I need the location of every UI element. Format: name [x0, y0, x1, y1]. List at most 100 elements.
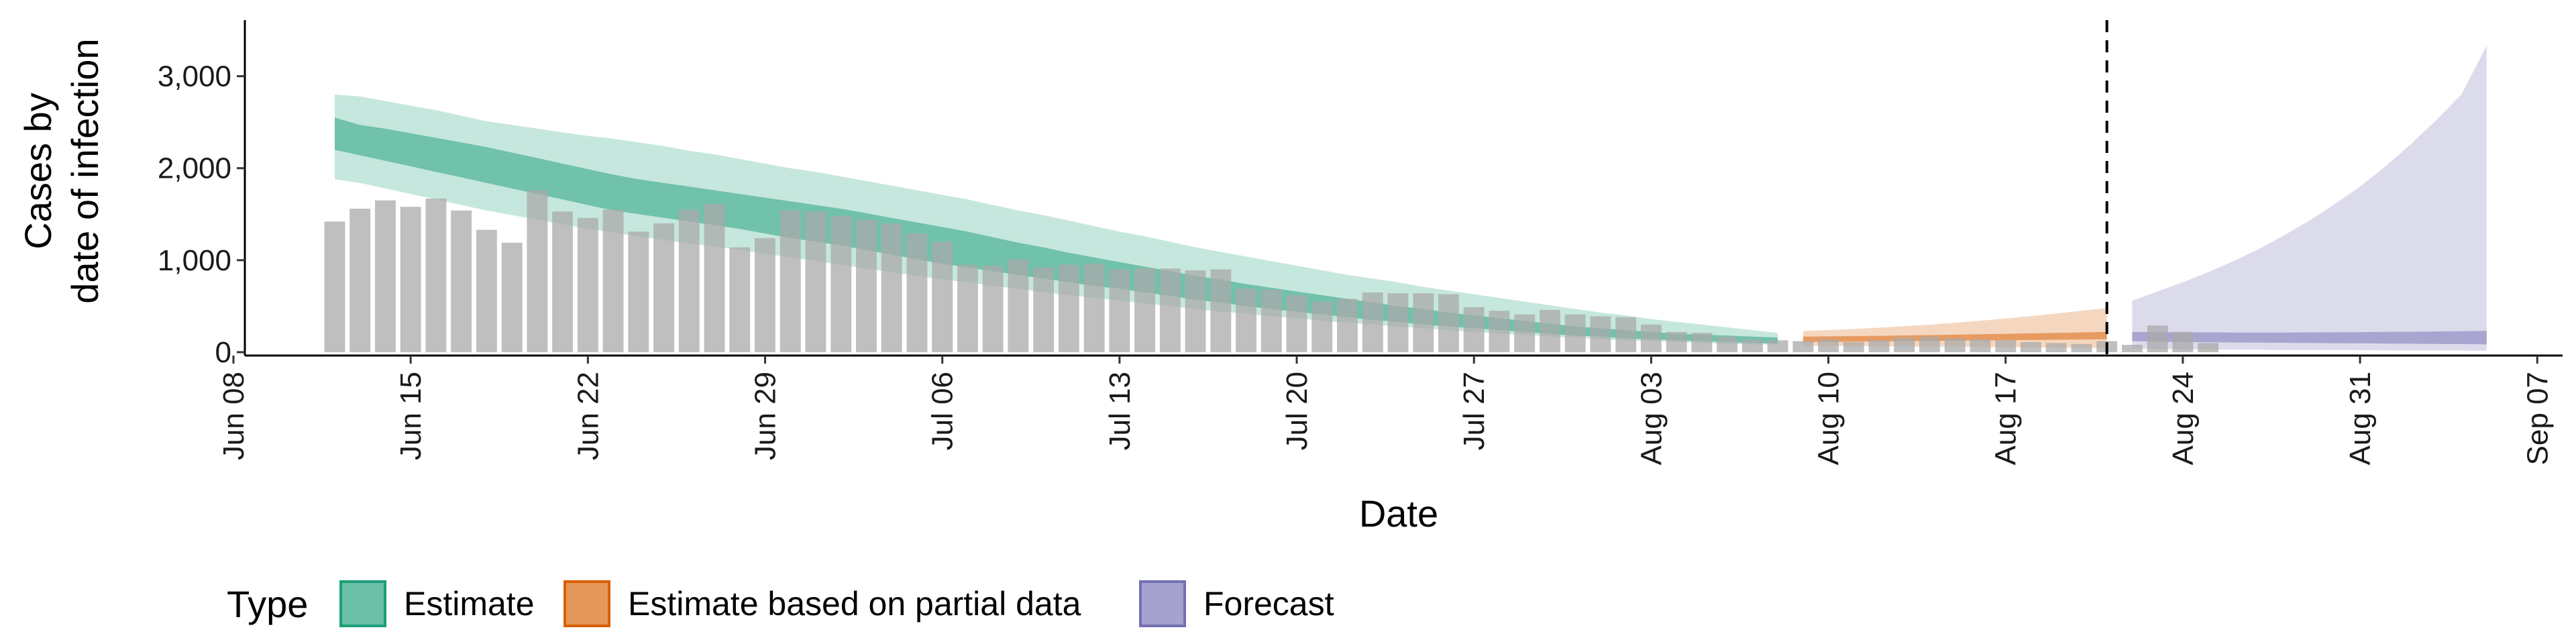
- bar-reported-cases: [1210, 269, 1232, 352]
- ribbon-forecast-inner: [2132, 331, 2487, 345]
- bar-reported-cases: [1995, 340, 2017, 352]
- bar-reported-cases: [1438, 294, 1459, 352]
- bar-reported-cases: [729, 247, 751, 352]
- bar-reported-cases: [1286, 295, 1307, 352]
- bar-reported-cases: [1868, 340, 1890, 352]
- bar-reported-cases: [1033, 267, 1055, 352]
- bar-reported-cases: [2071, 343, 2092, 352]
- bar-reported-cases: [1236, 288, 1256, 352]
- bar-layer: [324, 190, 2219, 352]
- bar-reported-cases: [1970, 339, 1991, 352]
- bar-reported-cases: [704, 204, 725, 352]
- bar-reported-cases: [957, 264, 978, 352]
- bar-reported-cases: [602, 209, 624, 352]
- bar-reported-cases: [1666, 331, 1687, 352]
- bar-reported-cases: [1818, 339, 1839, 352]
- bar-reported-cases: [1514, 314, 1536, 352]
- x-tick-label: Aug 03: [1635, 372, 1668, 465]
- x-tick-label: Sep 07: [2521, 372, 2554, 465]
- bar-reported-cases: [2122, 345, 2143, 352]
- bar-reported-cases: [425, 199, 447, 352]
- bar-reported-cases: [1489, 311, 1510, 352]
- legend-label-estimate: Estimate: [404, 585, 535, 623]
- bar-reported-cases: [2021, 341, 2041, 352]
- bar-reported-cases: [1008, 259, 1029, 352]
- bar-reported-cases: [780, 210, 801, 352]
- x-tick-label: Aug 24: [2167, 372, 2200, 465]
- bar-reported-cases: [1387, 293, 1409, 352]
- bar-reported-cases: [1463, 307, 1485, 352]
- x-tick-label: Jun 08: [217, 372, 250, 460]
- x-tick-label: Jul 20: [1281, 372, 1313, 450]
- bar-reported-cases: [1058, 264, 1079, 352]
- bar-reported-cases: [1134, 268, 1155, 352]
- bar-reported-cases: [906, 233, 928, 352]
- bar-reported-cases: [805, 211, 826, 352]
- x-tick-label: Jun 29: [749, 372, 782, 460]
- x-tick-label: Aug 31: [2344, 372, 2377, 465]
- bar-reported-cases: [678, 209, 700, 352]
- bar-reported-cases: [1109, 269, 1130, 352]
- bar-reported-cases: [1413, 293, 1434, 352]
- bar-reported-cases: [1540, 309, 1560, 352]
- bar-reported-cases: [1185, 270, 1206, 352]
- bar-reported-cases: [1615, 317, 1637, 352]
- y-tick-label: 3,000: [158, 60, 231, 93]
- bar-reported-cases: [324, 221, 345, 352]
- bar-reported-cases: [1590, 316, 1611, 352]
- bar-reported-cases: [451, 210, 472, 352]
- bar-reported-cases: [476, 229, 497, 352]
- bar-reported-cases: [856, 219, 877, 352]
- legend-swatch-estimate: [339, 580, 386, 627]
- bar-reported-cases: [1717, 336, 1737, 352]
- x-tick-label: Aug 10: [1813, 372, 1845, 465]
- bar-reported-cases: [1083, 264, 1105, 352]
- bar-reported-cases: [2147, 325, 2168, 352]
- ribbon-estimate-based-on-partial-data-inner: [1803, 331, 2107, 342]
- bar-reported-cases: [400, 207, 421, 352]
- bar-reported-cases: [982, 266, 1004, 352]
- x-tick-label: Jun 22: [572, 372, 604, 460]
- legend: Type Estimate Estimate based on partial …: [227, 580, 1334, 627]
- legend-label-forecast: Forecast: [1203, 585, 1334, 623]
- bar-reported-cases: [1362, 292, 1383, 352]
- legend-label-partial: Estimate based on partial data: [628, 585, 1081, 623]
- bar-reported-cases: [932, 241, 953, 352]
- ribbon-layer: [335, 46, 2487, 351]
- bar-reported-cases: [1159, 268, 1181, 352]
- ribbon-forecast-outer: [2132, 46, 2487, 351]
- axes-layer: 0 1,000 2,000 3,000 Jun 08 Jun 15 Jun 22 Jun 29…: [158, 20, 2563, 465]
- bar-reported-cases: [2198, 343, 2219, 352]
- bar-reported-cases: [1919, 336, 1940, 352]
- bar-reported-cases: [1767, 340, 1788, 352]
- x-tick-label: Aug 17: [1990, 372, 2023, 465]
- bar-reported-cases: [1691, 333, 1713, 352]
- y-tick-label: 1,000: [158, 244, 231, 277]
- y-axis-title-line-2: date of infection: [64, 38, 106, 303]
- y-axis-title-line-1: Cases by: [17, 93, 59, 249]
- bar-reported-cases: [577, 217, 598, 352]
- bar-reported-cases: [755, 237, 775, 352]
- x-axis-title: Date: [1359, 492, 1438, 535]
- bar-reported-cases: [2045, 343, 2067, 352]
- bar-reported-cases: [552, 211, 573, 352]
- ribbon-estimate-outer: [335, 95, 1778, 345]
- bar-reported-cases: [881, 223, 902, 352]
- bar-reported-cases: [1894, 337, 1915, 352]
- bar-reported-cases: [501, 242, 523, 352]
- x-tick-label: Jul 06: [926, 372, 959, 450]
- bar-reported-cases: [1260, 289, 1282, 352]
- bar-reported-cases: [1640, 324, 1662, 352]
- bar-reported-cases: [1843, 341, 1864, 352]
- x-tick-label: Jun 15: [394, 372, 427, 460]
- bar-reported-cases: [527, 190, 548, 352]
- y-tick-label: 2,000: [158, 152, 231, 185]
- bar-reported-cases: [1564, 314, 1586, 352]
- x-tick-label: Jul 13: [1104, 372, 1136, 450]
- bar-reported-cases: [628, 231, 649, 352]
- x-tick-label: Jul 27: [1458, 372, 1491, 450]
- y-tick-label: 0: [215, 336, 231, 369]
- bar-reported-cases: [830, 216, 852, 352]
- bar-reported-cases: [1792, 341, 1814, 352]
